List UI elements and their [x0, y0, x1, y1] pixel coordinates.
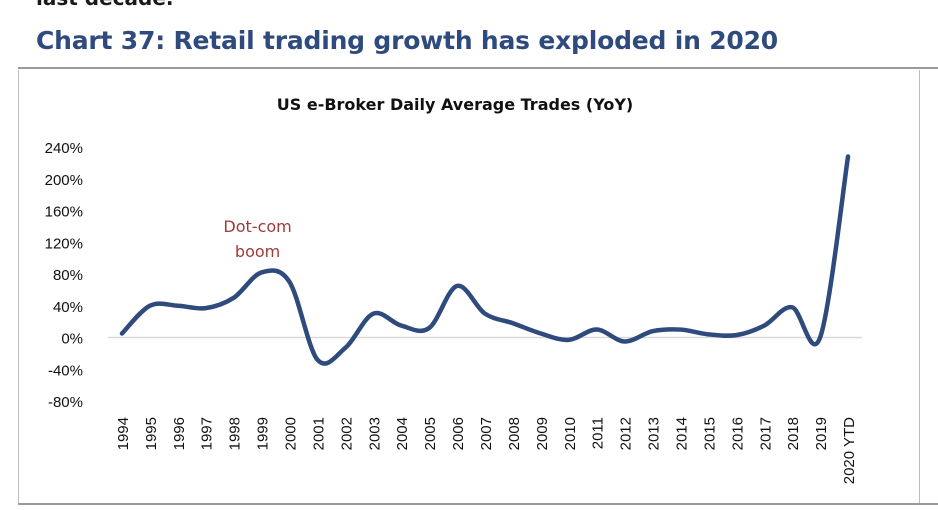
x-tick-label: 1995	[143, 417, 160, 450]
x-tick-label: 2002	[338, 417, 355, 450]
chart-heading: Chart 37: Retail trading growth has expl…	[36, 26, 778, 55]
y-tick-label: 240%	[45, 140, 83, 157]
x-tick-label: 2012	[618, 417, 635, 450]
x-tick-label: 2004	[394, 417, 411, 450]
annotation-line: Dot-com	[223, 217, 291, 236]
x-tick-label: 2019	[813, 417, 830, 450]
y-tick-label: 160%	[45, 204, 83, 221]
chart-title: US e-Broker Daily Average Trades (YoY)	[277, 95, 633, 114]
x-tick-label: 2013	[646, 417, 663, 450]
x-tick-label: 2014	[673, 417, 690, 450]
x-tick-label: 2017	[757, 417, 774, 450]
x-tick-label: 2020 YTD	[841, 417, 858, 484]
x-axis-labels: 1994 1995 1996 1997 1998 1999 2000 2001 2002 2003…	[115, 417, 858, 484]
x-tick-label: 2001	[310, 417, 327, 450]
x-tick-label: 1999	[255, 417, 272, 450]
annotation-group: Dot-com boom	[223, 217, 291, 261]
series-line	[119, 154, 851, 366]
y-axis-labels: 240% 200% 160% 120% 80% 40% 0% -40% -80%	[45, 140, 83, 411]
y-tick-label: 200%	[45, 172, 83, 189]
x-tick-label: 2005	[422, 417, 439, 450]
x-tick-label: 1998	[227, 417, 244, 450]
x-tick-label: 2003	[366, 417, 383, 450]
x-tick-label: 2006	[450, 417, 467, 450]
heading-rule	[18, 67, 938, 69]
x-tick-label: 2015	[701, 417, 718, 450]
annotation-dotcom-boom: Dot-com boom	[223, 217, 291, 261]
bottom-rule	[18, 503, 938, 505]
x-tick-label: 2008	[506, 417, 523, 450]
x-tick-label: 2000	[283, 417, 300, 450]
annotation-line: boom	[235, 242, 280, 261]
x-tick-label: 2011	[590, 417, 607, 449]
y-tick-label: 40%	[53, 299, 83, 316]
x-tick-label: 2007	[478, 417, 495, 450]
y-tick-label: 120%	[45, 235, 83, 252]
y-tick-label: -80%	[48, 394, 83, 411]
y-tick-label: 80%	[53, 267, 83, 284]
x-tick-label: 2016	[729, 417, 746, 450]
x-tick-label: 1996	[171, 417, 188, 450]
x-tick-label: 1997	[199, 417, 216, 450]
y-tick-label: 0%	[61, 331, 83, 348]
series-group	[119, 154, 851, 366]
x-tick-label: 2010	[562, 417, 579, 450]
top-text-fragment: last decade.	[36, 0, 174, 10]
x-tick-label: 1994	[115, 417, 132, 450]
x-tick-label: 2018	[785, 417, 802, 450]
y-tick-label: -40%	[48, 362, 83, 379]
x-tick-label: 2009	[534, 417, 551, 450]
